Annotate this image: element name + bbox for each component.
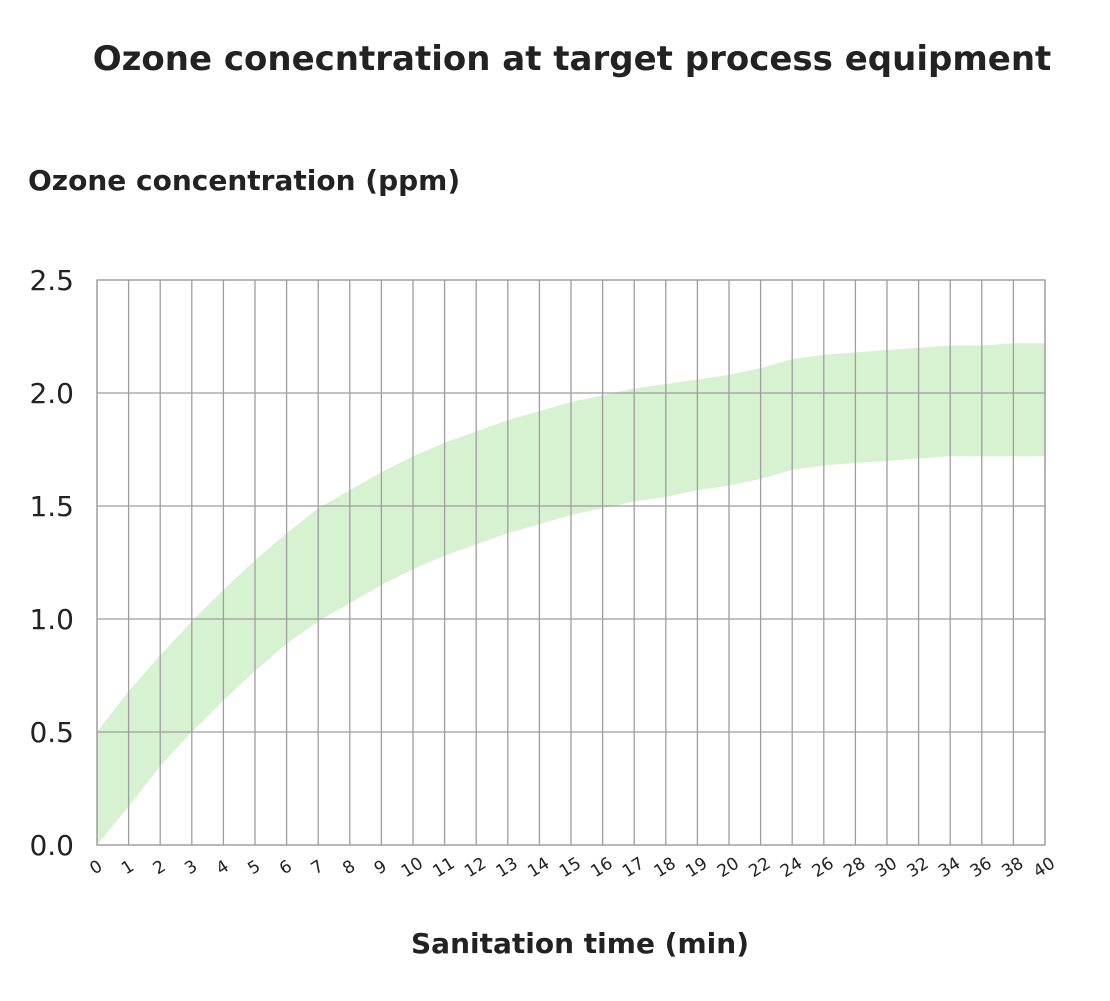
x-tick-label: 28: [840, 854, 869, 882]
x-tick-label: 34: [935, 854, 964, 882]
x-axis-title: Sanitation time (min): [411, 927, 749, 960]
x-tick-label: 0: [86, 856, 106, 879]
x-tick-label: 22: [745, 854, 774, 882]
x-tick-label: 9: [371, 856, 391, 879]
y-axis-title: Ozone concentration (ppm): [28, 164, 460, 197]
chart-title: Ozone conecntration at target process eq…: [93, 39, 1052, 79]
x-tick-label: 38: [998, 854, 1027, 882]
x-tick-label: 26: [809, 854, 838, 882]
y-tick-label: 1.0: [29, 603, 74, 636]
x-tick-label: 30: [872, 854, 901, 882]
x-tick-label: 7: [308, 856, 328, 879]
x-tick-label: 12: [461, 854, 490, 882]
x-tick-label: 20: [714, 854, 743, 882]
x-tick-label: 4: [213, 856, 233, 879]
x-tick-label: 13: [493, 854, 522, 882]
x-tick-label: 3: [181, 856, 201, 879]
x-tick-label: 8: [339, 856, 359, 879]
y-tick-label: 2.0: [29, 377, 74, 410]
x-tick-label: 24: [777, 854, 806, 882]
x-tick-label: 1: [118, 856, 138, 879]
x-tick-label: 5: [244, 856, 264, 879]
x-tick-label: 10: [398, 854, 427, 882]
x-tick-label: 32: [903, 854, 932, 882]
y-tick-label: 0.5: [29, 716, 74, 749]
plot-frame: [96, 279, 1046, 846]
plot-grid: [96, 279, 1046, 846]
x-tick-label: 2: [150, 856, 170, 879]
x-tick-label: 6: [276, 856, 296, 879]
x-tick-label: 11: [429, 854, 458, 882]
y-axis-ticks: 0.0 0.5 1.0 1.5 2.0 2.5: [29, 264, 74, 862]
x-tick-label: 19: [682, 854, 711, 882]
x-tick-label: 40: [1030, 854, 1059, 882]
x-tick-label: 16: [587, 854, 616, 882]
x-tick-label: 14: [524, 854, 553, 882]
y-tick-label: 2.5: [29, 264, 74, 297]
x-axis-ticks: 0 1 2 3 4 5 6 7 8 9 10 11 12 13 14 15 16 17 18 19 20 22 24 26 28…: [86, 854, 1058, 882]
x-tick-label: 18: [651, 854, 680, 882]
y-tick-label: 0.0: [29, 829, 74, 862]
x-tick-label: 15: [556, 854, 585, 882]
x-tick-label: 36: [967, 854, 996, 882]
x-tick-label: 17: [619, 854, 648, 882]
y-tick-label: 1.5: [29, 490, 74, 523]
